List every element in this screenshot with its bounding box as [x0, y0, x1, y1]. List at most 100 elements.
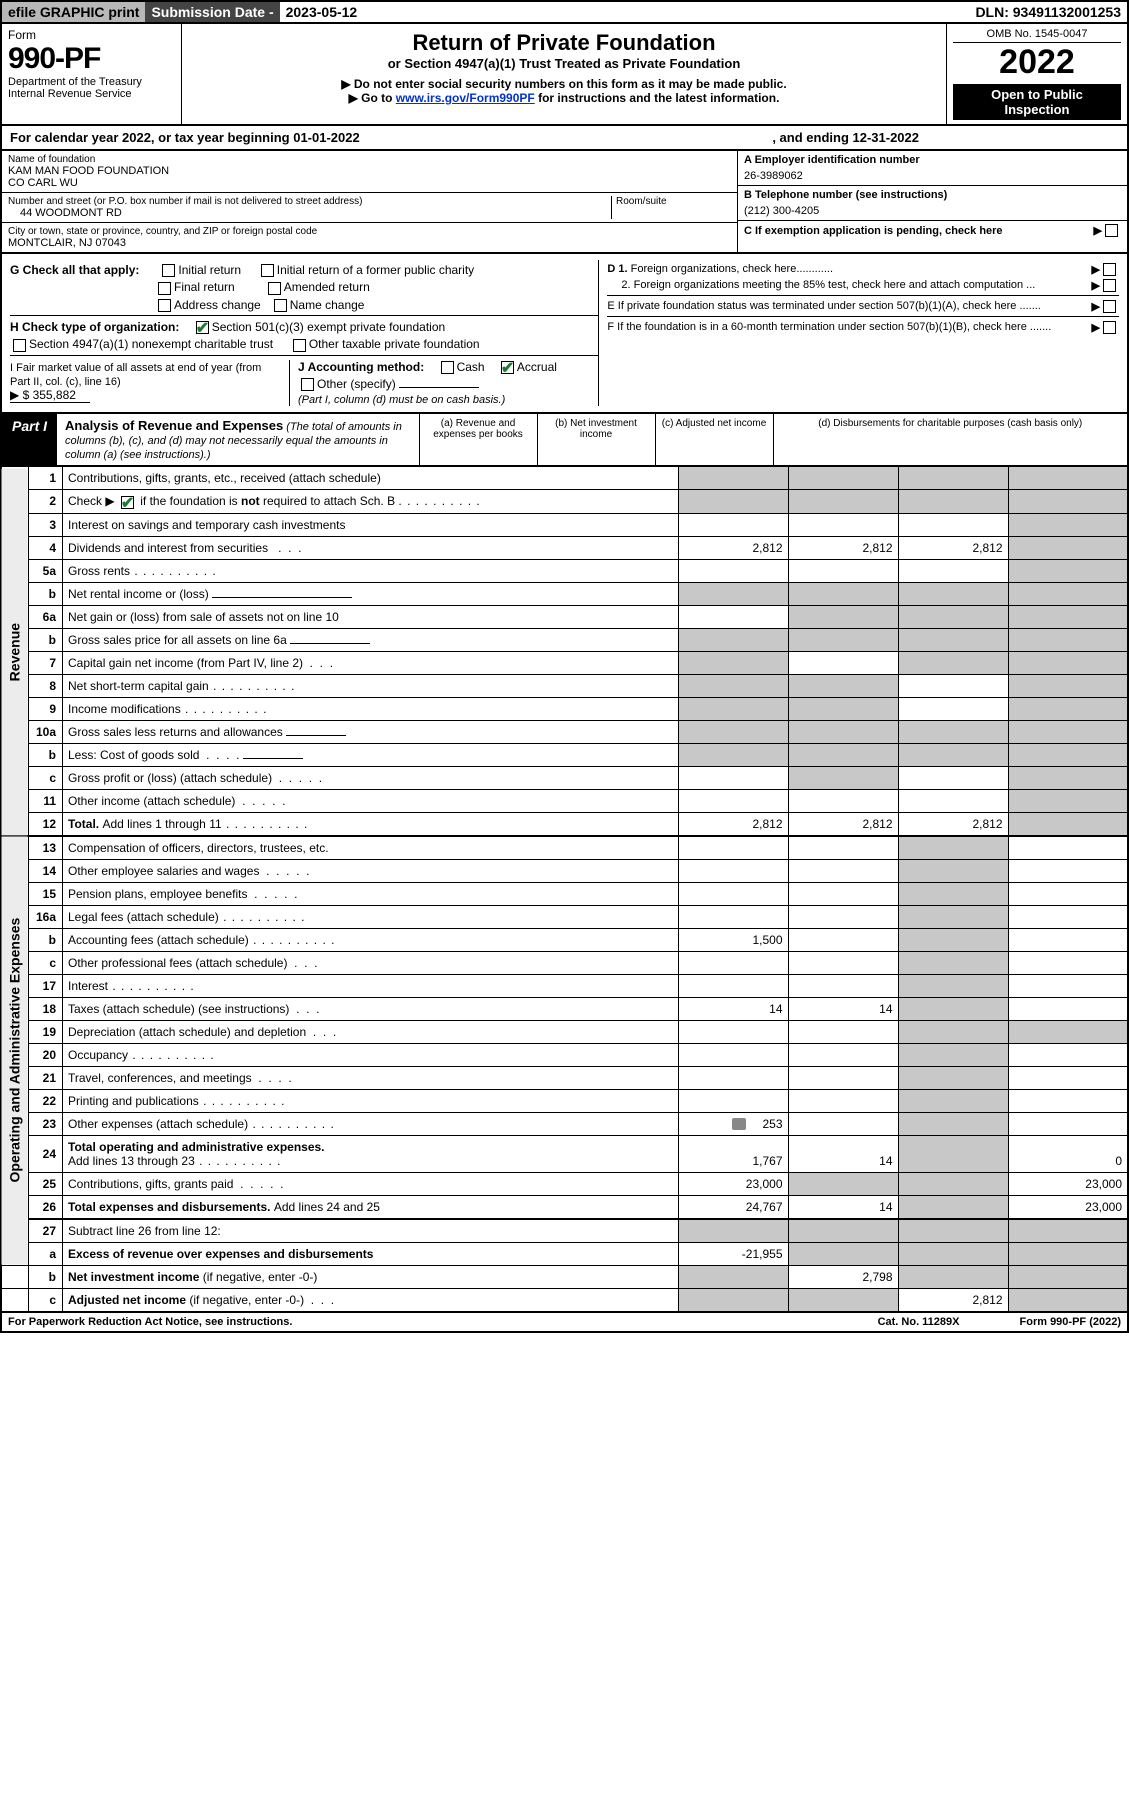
cell: 2,812	[678, 536, 788, 559]
cell	[678, 1219, 788, 1243]
h-other-checkbox[interactable]	[293, 339, 306, 352]
r27b2-text: (if negative, enter -0-)	[199, 1270, 317, 1284]
cell	[1008, 536, 1128, 559]
cell	[788, 559, 898, 582]
phone-value: (212) 300-4205	[744, 205, 1121, 217]
r10c-text: Gross profit or (loss) (attach schedule)	[68, 771, 272, 785]
line-desc: Check ▶ if the foundation is not require…	[63, 490, 679, 513]
g3-label: Final return	[174, 280, 235, 294]
cell	[898, 1066, 1008, 1089]
blank-line	[212, 597, 352, 598]
table-row: 4 Dividends and interest from securities…	[1, 536, 1128, 559]
j-other-checkbox[interactable]	[301, 378, 314, 391]
dln: DLN: 93491132001253	[969, 2, 1127, 22]
j-accrual-checkbox[interactable]	[501, 361, 514, 374]
addr-cell: Number and street (or P.O. box number if…	[2, 193, 737, 223]
cell	[788, 674, 898, 697]
r27c2-text: (if negative, enter -0-)	[186, 1293, 304, 1307]
line-no: 7	[29, 651, 63, 674]
line-desc: Adjusted net income (if negative, enter …	[63, 1288, 679, 1312]
line-no: c	[29, 766, 63, 789]
cell	[788, 859, 898, 882]
dots	[219, 910, 306, 924]
cell	[1008, 559, 1128, 582]
omb-no: OMB No. 1545-0047	[953, 28, 1121, 43]
expenses-sidelabel: Operating and Administrative Expenses	[1, 836, 29, 1266]
instructions-link[interactable]: www.irs.gov/Form990PF	[396, 91, 535, 105]
g-address-checkbox[interactable]	[158, 299, 171, 312]
g-name-checkbox[interactable]	[274, 299, 287, 312]
info-left: Name of foundation KAM MAN FOOD FOUNDATI…	[2, 151, 737, 252]
line-no: 6a	[29, 605, 63, 628]
cell: 2,812	[788, 812, 898, 836]
r14-text: Other employee salaries and wages	[68, 864, 259, 878]
d1-checkbox[interactable]	[1103, 263, 1116, 276]
r27b-text: Net investment income	[68, 1270, 199, 1284]
attachment-icon[interactable]	[732, 1118, 746, 1130]
line-no: 4	[29, 536, 63, 559]
cell	[898, 789, 1008, 812]
c-checkbox[interactable]	[1105, 224, 1118, 237]
cell: 2,812	[678, 812, 788, 836]
line-no: 16a	[29, 905, 63, 928]
cell: 2,812	[898, 536, 1008, 559]
cell: 14	[788, 1195, 898, 1219]
cell	[678, 467, 788, 490]
f-checkbox[interactable]	[1103, 321, 1116, 334]
cell	[788, 1112, 898, 1135]
blank-line	[290, 643, 370, 644]
city-label: City or town, state or province, country…	[8, 226, 731, 237]
table-row: c Adjusted net income (if negative, ente…	[1, 1288, 1128, 1312]
cell	[788, 1288, 898, 1312]
h-501c3-checkbox[interactable]	[196, 321, 209, 334]
calendar-year-row: For calendar year 2022, or tax year begi…	[0, 126, 1129, 151]
ein-value: 26-3989062	[744, 170, 1121, 182]
r7-text: Capital gain net income (from Part IV, l…	[68, 656, 303, 670]
line-desc: Gross sales less returns and allowances	[63, 720, 679, 743]
line-desc: Other professional fees (attach schedule…	[63, 951, 679, 974]
table-row: 20 Occupancy	[1, 1043, 1128, 1066]
cell	[1008, 1219, 1128, 1243]
cell: 23,000	[678, 1172, 788, 1195]
table-row: 22 Printing and publications	[1, 1089, 1128, 1112]
cell	[898, 697, 1008, 720]
cell	[898, 1135, 1008, 1172]
e-checkbox[interactable]	[1103, 300, 1116, 313]
name-label: Name of foundation	[8, 154, 731, 165]
line-no: 5a	[29, 559, 63, 582]
h-4947-checkbox[interactable]	[13, 339, 26, 352]
r16a-text: Legal fees (attach schedule)	[68, 910, 219, 924]
dots	[209, 679, 296, 693]
cell	[898, 859, 1008, 882]
cell	[678, 1265, 788, 1288]
g-final-checkbox[interactable]	[158, 282, 171, 295]
dots	[108, 979, 195, 993]
j-cash-checkbox[interactable]	[441, 361, 454, 374]
cell	[788, 1020, 898, 1043]
dots	[199, 1094, 286, 1108]
part1-title: Analysis of Revenue and Expenses	[65, 418, 283, 433]
cell: 14	[678, 997, 788, 1020]
g-label: G Check all that apply:	[10, 263, 139, 277]
revenue-sidelabel: Revenue	[1, 467, 29, 835]
g1-label: Initial return	[178, 263, 241, 277]
g-initial-former-checkbox[interactable]	[261, 264, 274, 277]
paperwork-notice: For Paperwork Reduction Act Notice, see …	[8, 1316, 292, 1328]
g-initial-checkbox[interactable]	[162, 264, 175, 277]
cell	[898, 1112, 1008, 1135]
g-amended-checkbox[interactable]	[268, 282, 281, 295]
r22-text: Printing and publications	[68, 1094, 199, 1108]
schb-checkbox[interactable]	[121, 496, 134, 509]
r2not: not	[241, 494, 260, 508]
submission-date: 2023-05-12	[280, 2, 364, 22]
arrow-icon: ▶	[1092, 300, 1100, 313]
info-right: A Employer identification number 26-3989…	[737, 151, 1127, 252]
d2-checkbox[interactable]	[1103, 279, 1116, 292]
cell	[788, 582, 898, 605]
cell	[898, 951, 1008, 974]
city-state-zip: MONTCLAIR, NJ 07043	[8, 237, 731, 249]
cell	[1008, 859, 1128, 882]
cell: -21,955	[678, 1242, 788, 1265]
line-desc: Compensation of officers, directors, tru…	[63, 836, 679, 860]
table-row: b Accounting fees (attach schedule) 1,50…	[1, 928, 1128, 951]
